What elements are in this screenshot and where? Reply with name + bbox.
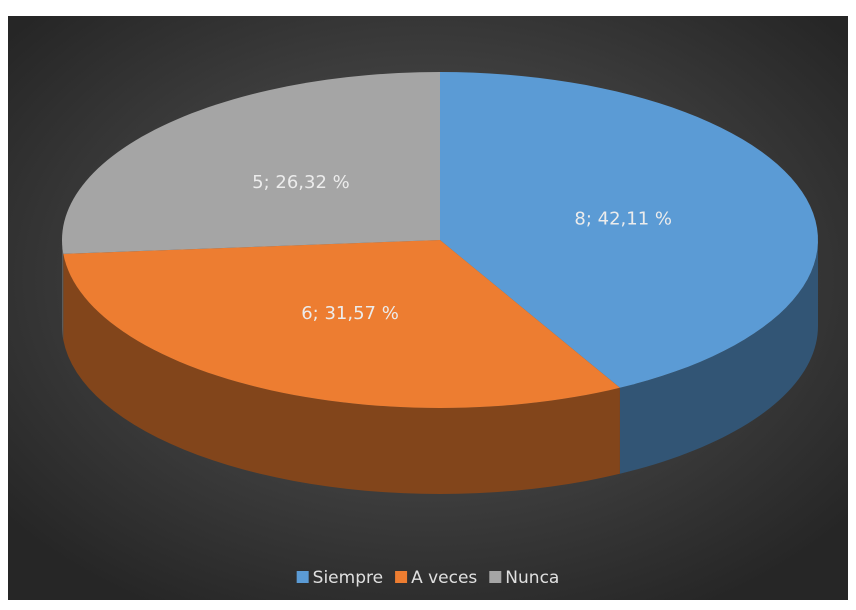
legend-label: Nunca <box>505 568 559 588</box>
legend-swatch <box>296 571 309 583</box>
data-label: 8; 42,11 % <box>574 208 672 229</box>
data-label: 6; 31,57 % <box>301 303 399 324</box>
data-label: 5; 26,32 % <box>252 172 350 193</box>
legend-swatch <box>395 571 408 583</box>
slice-side <box>62 240 64 340</box>
slice-side <box>619 240 818 474</box>
slice-side <box>63 253 620 494</box>
pie-slice <box>63 240 620 408</box>
legend-swatch <box>489 571 502 583</box>
legend-label: A veces <box>411 568 477 588</box>
pie-slice <box>62 72 440 254</box>
legend-label: Siempre <box>313 568 383 588</box>
pie-slice <box>440 72 818 388</box>
